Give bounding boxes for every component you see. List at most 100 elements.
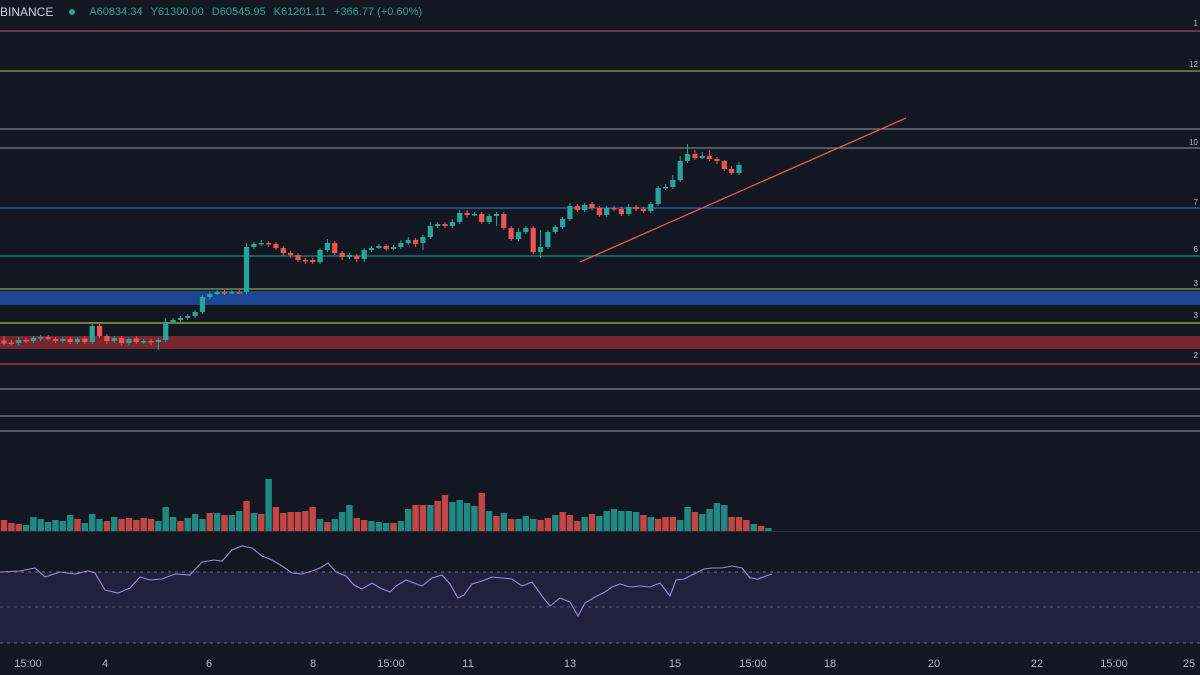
- volume-bar-41: [302, 511, 309, 531]
- volume-bar-75: [552, 515, 559, 531]
- volume-bar-29: [213, 513, 221, 531]
- volume-bar-4: [30, 517, 37, 531]
- candle-body-82: [604, 208, 610, 215]
- volume-bar-36: [265, 479, 272, 531]
- candle-body-96: [707, 156, 713, 159]
- candle-body-79: [582, 205, 588, 210]
- candle-body-100: [736, 165, 742, 173]
- candle-body-68: [501, 214, 507, 228]
- candle-body-53: [390, 247, 397, 249]
- candle-body-71: [523, 228, 529, 232]
- candle-body-15: [111, 338, 117, 341]
- volume-bar-92: [677, 520, 684, 531]
- right-axis-label-3: 7: [1194, 198, 1199, 207]
- candle-body-25: [185, 316, 191, 318]
- x-tick-label: 15:00: [14, 658, 42, 670]
- right-axis-label-2: 10: [1189, 138, 1198, 147]
- volume-bar-80: [588, 514, 596, 531]
- volume-bar-95: [699, 514, 706, 531]
- candle-body-69: [508, 228, 514, 239]
- candle-body-23: [170, 320, 176, 322]
- volume-bar-20: [147, 519, 155, 531]
- volume-bar-45: [331, 519, 338, 531]
- volume-bar-78: [574, 521, 581, 531]
- volume-bar-33: [243, 501, 250, 531]
- x-tick-label: 15: [668, 658, 682, 670]
- volume-bar-55: [405, 509, 412, 531]
- candle-body-21: [155, 340, 161, 342]
- volume-bar-19: [140, 518, 147, 531]
- volume-bar-58: [427, 505, 434, 531]
- volume-bar-66: [485, 511, 493, 531]
- x-tick-label: 4: [101, 658, 109, 670]
- candle-body-97: [714, 159, 720, 161]
- volume-bar-63: [463, 503, 471, 531]
- candle-body-80: [589, 204, 595, 208]
- candle-body-76: [560, 219, 566, 227]
- candle-body-73: [537, 247, 544, 252]
- candle-body-20: [148, 341, 154, 343]
- candle-body-40: [295, 255, 301, 260]
- candle-body-88: [648, 204, 654, 211]
- candle-body-92: [677, 161, 683, 180]
- candle-body-52: [383, 246, 389, 249]
- candle-body-58: [427, 226, 433, 237]
- close-value: K61201.11: [273, 6, 327, 18]
- volume-bar-84: [618, 511, 625, 531]
- candle-body-12: [89, 326, 95, 342]
- candle-body-48: [354, 256, 360, 259]
- candle-body-66: [486, 216, 492, 222]
- candle-body-33: [243, 247, 250, 292]
- rsi-band: [0, 572, 1200, 643]
- candle-body-39: [288, 253, 294, 255]
- volume-bar-69: [507, 519, 515, 531]
- change-value: +366.77 (+0.60%): [334, 6, 423, 18]
- volume-bar-23: [169, 517, 177, 531]
- candle-body-35: [258, 243, 264, 245]
- volume-bar-98: [721, 505, 728, 531]
- volume-bar-43: [316, 519, 324, 531]
- volume-bar-85: [625, 511, 632, 531]
- volume-bar-14: [103, 521, 111, 531]
- volume-bar-104: [765, 528, 772, 531]
- volume-bar-99: [728, 517, 735, 531]
- volume-bar-26: [191, 514, 199, 531]
- volume-bar-97: [713, 503, 721, 531]
- volume-bar-65: [478, 493, 485, 531]
- candle-body-8: [60, 339, 66, 341]
- x-tick-label: 8: [309, 658, 317, 670]
- volume-bar-67: [493, 516, 500, 531]
- candle-body-49: [361, 250, 367, 259]
- candle-body-18: [133, 338, 139, 342]
- volume-bar-52: [383, 523, 390, 531]
- candle-body-91: [670, 180, 676, 187]
- volume-bar-100: [735, 517, 743, 531]
- volume-bar-46: [338, 512, 346, 531]
- candle-body-27: [199, 297, 206, 312]
- volume-bar-40: [294, 512, 302, 531]
- candle-body-19: [141, 341, 147, 343]
- volume-bar-1: [8, 523, 15, 531]
- volume-bar-68: [500, 513, 507, 531]
- volume-bar-21: [155, 521, 162, 531]
- volume-bar-86: [632, 512, 640, 531]
- volume-bar-57: [419, 505, 427, 531]
- volume-bar-16: [118, 519, 125, 531]
- volume-bar-25: [184, 518, 191, 531]
- candle-body-77: [567, 206, 573, 219]
- candle-body-84: [618, 209, 624, 214]
- volume-bar-11: [81, 523, 89, 531]
- candle-body-41: [302, 260, 308, 262]
- candle-body-93: [684, 154, 691, 161]
- candle-body-11: [82, 338, 88, 342]
- candle-body-13: [96, 326, 103, 336]
- exchange-label: BINANCE: [0, 5, 54, 19]
- candle-body-75: [552, 227, 558, 232]
- candle-body-89: [655, 188, 661, 204]
- volume-bar-53: [390, 523, 397, 531]
- volume-bar-60: [441, 495, 449, 531]
- candle-body-86: [633, 207, 639, 209]
- candle-body-95: [699, 156, 705, 158]
- right-axis-label-1: 12: [1189, 60, 1198, 69]
